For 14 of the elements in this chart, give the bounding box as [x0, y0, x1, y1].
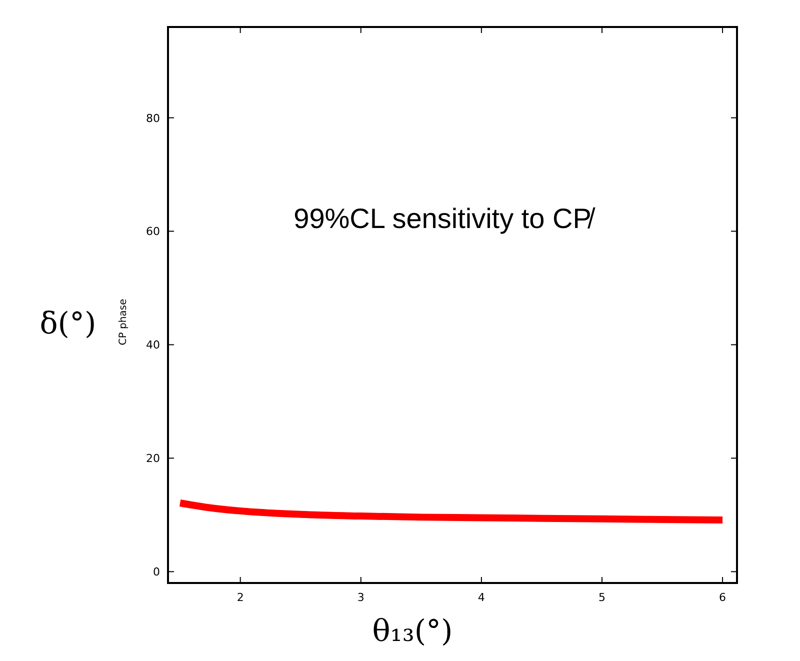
y-tick-label: 80 [146, 112, 160, 125]
x-tick-label: 6 [719, 591, 726, 604]
x-tick-label: 3 [357, 591, 364, 604]
annotation: 99%CL sensitivity to CP̸ [294, 203, 596, 234]
x-tick-label: 5 [598, 591, 606, 604]
y-axis-title: δ(°) [40, 306, 96, 342]
x-tick-label: 4 [478, 591, 485, 604]
y-tick-label: 60 [146, 225, 160, 238]
x-axis-title: θ₁₃(°) [372, 614, 453, 649]
y-tick-label: 0 [153, 566, 160, 579]
y-tick-label: 20 [146, 452, 160, 466]
x-tick-label: 2 [236, 591, 244, 604]
text: CP phase [118, 298, 129, 346]
y-tick-label: 40 [146, 338, 160, 352]
